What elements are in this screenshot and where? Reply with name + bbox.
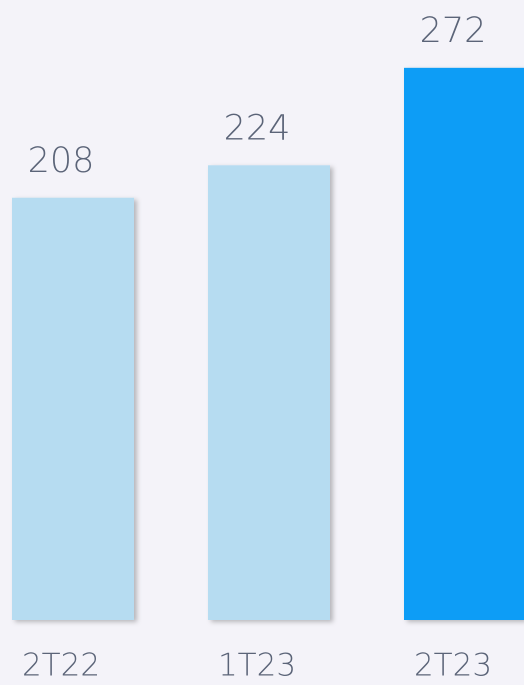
value-label: 208 xyxy=(28,141,95,181)
x-tick-label: 1T23 xyxy=(218,648,296,684)
x-tick-label: 2T23 xyxy=(414,648,492,684)
bar xyxy=(12,197,134,620)
value-label: 224 xyxy=(224,108,291,148)
bar xyxy=(404,67,524,621)
x-tick-label: 2T22 xyxy=(22,648,100,684)
bar xyxy=(208,165,330,620)
value-label: 272 xyxy=(420,11,487,51)
